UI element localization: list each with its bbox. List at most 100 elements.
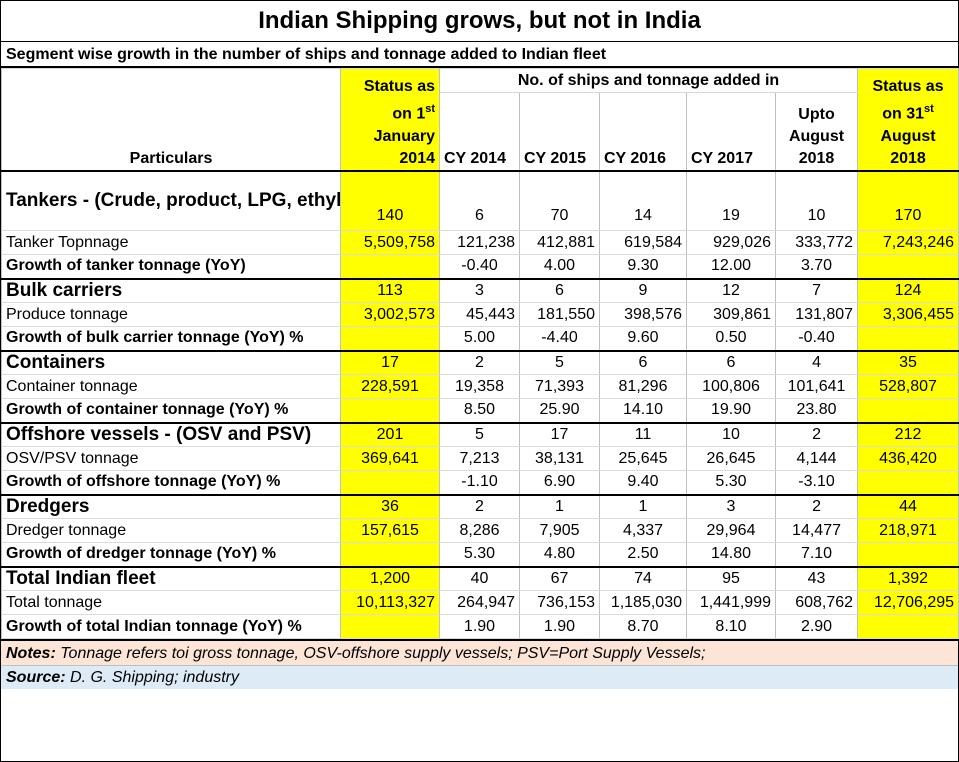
tonnage-cell: 19,358 <box>439 374 520 399</box>
tonnage-cell: 4,144 <box>774 446 859 471</box>
tonnage-label: Tanker Topnnage <box>1 230 341 255</box>
ships-cell: 1,200 <box>340 565 440 591</box>
growth-cell <box>857 542 959 567</box>
tonnage-cell: 8,286 <box>439 518 520 543</box>
tonnage-cell: 25,645 <box>599 446 687 471</box>
ships-cell: 43 <box>774 565 859 591</box>
ships-cell: 12 <box>686 277 776 303</box>
growth-cell: 1.90 <box>439 614 520 639</box>
ships-cell: 70 <box>519 169 600 231</box>
growth-row: Growth of bulk carrier tonnage (YoY) % 5.… <box>1 326 959 351</box>
tonnage-cell: 3,306,455 <box>857 302 959 327</box>
table-body: Tankers - (Crude, product, LPG, ethylene… <box>1 169 959 639</box>
fleet-table: Particulars Status as on 1st January 201… <box>1 68 959 639</box>
year-header-2014: CY 2014 <box>439 92 520 172</box>
segment-row: Offshore vessels - (OSV and PSV) 201 5 17 11… <box>1 421 959 447</box>
growth-cell <box>340 398 440 423</box>
growth-cell: -1.10 <box>439 470 520 495</box>
growth-cell: -4.40 <box>519 326 600 351</box>
growth-cell: 14.10 <box>599 398 687 423</box>
tonnage-row: Dredger tonnage 157,615 8,286 7,905 4,337 29,… <box>1 518 959 543</box>
tonnage-cell: 736,153 <box>519 590 600 615</box>
ships-cell: 3 <box>439 277 520 303</box>
segment-title: Containers <box>1 349 341 375</box>
notes-label: Notes: <box>6 645 56 662</box>
tonnage-cell: 100,806 <box>686 374 776 399</box>
growth-cell: 5.00 <box>439 326 520 351</box>
tonnage-cell: 333,772 <box>774 230 859 255</box>
segment-title: Total Indian fleet <box>1 565 341 591</box>
growth-label: Growth of total Indian tonnage (YoY) % <box>1 614 341 639</box>
tonnage-row: OSV/PSV tonnage 369,641 7,213 38,131 25,645 2… <box>1 446 959 471</box>
tonnage-row: Tanker Topnnage 5,509,758 121,238 412,881 61… <box>1 230 959 255</box>
segment-title: Tankers - (Crude, product, LPG, ethylene… <box>1 169 341 231</box>
tonnage-row: Produce tonnage 3,002,573 45,443 181,550 398… <box>1 302 959 327</box>
ships-cell: 170 <box>857 169 959 231</box>
tonnage-cell: 29,964 <box>686 518 776 543</box>
tonnage-cell: 218,971 <box>857 518 959 543</box>
ships-cell: 5 <box>439 421 520 447</box>
year-header-2016: CY 2016 <box>599 92 687 172</box>
tonnage-cell: 264,947 <box>439 590 520 615</box>
tonnage-cell: 181,550 <box>519 302 600 327</box>
tonnage-cell: 81,296 <box>599 374 687 399</box>
upto-aug-2018-header: Upto August 2018 <box>774 92 859 172</box>
growth-cell <box>857 398 959 423</box>
segment-row: Tankers - (Crude, product, LPG, ethylene… <box>1 169 959 231</box>
ships-cell: 212 <box>857 421 959 447</box>
ships-cell: 2 <box>774 493 859 519</box>
ships-cell: 124 <box>857 277 959 303</box>
ships-cell: 3 <box>686 493 776 519</box>
ships-cell: 36 <box>340 493 440 519</box>
ships-cell: 11 <box>599 421 687 447</box>
ships-cell: 6 <box>686 349 776 375</box>
tonnage-cell: 157,615 <box>340 518 440 543</box>
growth-cell: 12.00 <box>686 254 776 279</box>
growth-cell: -3.10 <box>774 470 859 495</box>
growth-label: Growth of tanker tonnage (YoY) <box>1 254 341 279</box>
segment-title: Bulk carriers <box>1 277 341 303</box>
ships-cell: 2 <box>774 421 859 447</box>
growth-cell: 2.90 <box>774 614 859 639</box>
tonnage-cell: 369,641 <box>340 446 440 471</box>
tonnage-cell: 4,337 <box>599 518 687 543</box>
ships-cell: 35 <box>857 349 959 375</box>
tonnage-cell: 929,026 <box>686 230 776 255</box>
growth-label: Growth of dredger tonnage (YoY) % <box>1 542 341 567</box>
year-header-2015: CY 2015 <box>519 92 600 172</box>
ships-cell: 2 <box>439 493 520 519</box>
tonnage-cell: 12,706,295 <box>857 590 959 615</box>
ships-cell: 2 <box>439 349 520 375</box>
growth-cell: 4.00 <box>519 254 600 279</box>
growth-cell <box>857 254 959 279</box>
tonnage-label: Container tonnage <box>1 374 341 399</box>
tonnage-cell: 38,131 <box>519 446 600 471</box>
ships-cell: 95 <box>686 565 776 591</box>
segment-row: Containers 17 2 5 6 6 4 35 <box>1 349 959 375</box>
growth-row: Growth of dredger tonnage (YoY) % 5.30 4.8… <box>1 542 959 567</box>
tonnage-cell: 1,185,030 <box>599 590 687 615</box>
ships-cell: 14 <box>599 169 687 231</box>
growth-cell: 3.70 <box>774 254 859 279</box>
growth-cell <box>340 470 440 495</box>
ships-cell: 6 <box>519 277 600 303</box>
growth-cell: -0.40 <box>439 254 520 279</box>
ships-cell: 19 <box>686 169 776 231</box>
ships-cell: 5 <box>519 349 600 375</box>
tonnage-cell: 121,238 <box>439 230 520 255</box>
growth-cell: 6.90 <box>519 470 600 495</box>
tonnage-cell: 228,591 <box>340 374 440 399</box>
segment-row: Dredgers 36 2 1 1 3 2 44 <box>1 493 959 519</box>
growth-cell: 5.30 <box>439 542 520 567</box>
growth-cell: 8.50 <box>439 398 520 423</box>
tonnage-cell: 608,762 <box>774 590 859 615</box>
tonnage-cell: 7,905 <box>519 518 600 543</box>
tonnage-label: OSV/PSV tonnage <box>1 446 341 471</box>
tonnage-cell: 45,443 <box>439 302 520 327</box>
growth-cell: 4.80 <box>519 542 600 567</box>
growth-label: Growth of offshore tonnage (YoY) % <box>1 470 341 495</box>
growth-cell: 1.90 <box>519 614 600 639</box>
tonnage-cell: 1,441,999 <box>686 590 776 615</box>
growth-cell: 2.50 <box>599 542 687 567</box>
